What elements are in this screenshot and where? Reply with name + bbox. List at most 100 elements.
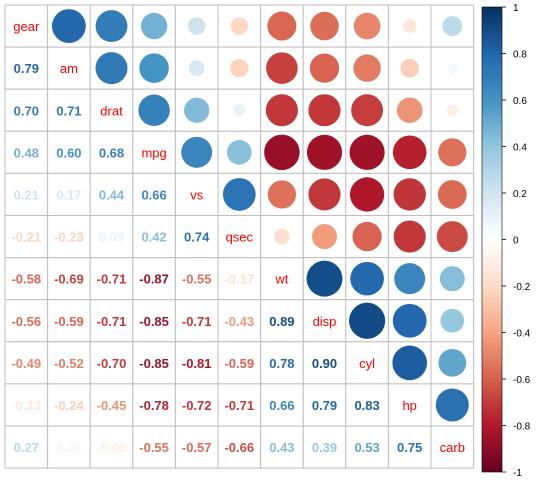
variable-label-mpg: mpg <box>141 145 166 160</box>
correlation-value: -0.72 <box>182 398 212 413</box>
grid-cell <box>217 130 262 174</box>
grid-cell <box>174 172 219 216</box>
correlation-value: -0.71 <box>182 314 212 329</box>
correlation-circle <box>265 94 298 127</box>
correlation-value: 0.21 <box>14 187 39 202</box>
correlation-circle <box>353 54 381 82</box>
correlation-circle <box>435 388 469 422</box>
correlation-value: -0.59 <box>224 356 254 371</box>
correlation-circle <box>184 97 210 123</box>
grid-cell <box>4 215 49 259</box>
correlation-circle <box>446 104 459 116</box>
grid-cell <box>47 172 91 216</box>
grid-cell <box>174 383 219 427</box>
grid-cell <box>302 299 347 343</box>
grid-cell <box>4 425 49 469</box>
correlation-value: 0.60 <box>56 145 81 160</box>
grid-cell <box>302 383 347 427</box>
grid-cell <box>345 425 389 469</box>
correlation-circle <box>402 19 417 33</box>
correlation-circle <box>187 17 206 35</box>
correlation-value: 0.71 <box>56 103 81 118</box>
correlation-value: -0.09 <box>97 440 127 455</box>
correlation-circle <box>437 180 467 209</box>
color-bar-tick-label: 0 <box>513 236 519 247</box>
correlation-value: -0.66 <box>224 440 254 455</box>
color-bar-tick-label: 0.2 <box>513 189 527 200</box>
grid-cell <box>260 257 304 301</box>
color-bar-tick-label: -0.4 <box>513 329 531 340</box>
correlation-value: 0.06 <box>56 440 81 455</box>
correlation-circle <box>308 178 341 211</box>
correlation-circle <box>392 135 427 170</box>
correlation-circle <box>353 12 381 40</box>
grid-cell <box>4 341 49 385</box>
color-bar-tick-label: -1 <box>513 468 522 479</box>
correlation-circle <box>438 138 467 167</box>
correlation-value: 0.27 <box>14 440 39 455</box>
correlation-value: -0.55 <box>139 440 169 455</box>
grid-cell <box>217 425 262 469</box>
correlation-value: 0.66 <box>141 187 166 202</box>
grid-cell <box>47 425 91 469</box>
correlation-circle <box>393 178 426 211</box>
correlation-value: 0.70 <box>14 103 39 118</box>
correlation-value: 0.53 <box>354 440 379 455</box>
color-bar <box>481 6 503 473</box>
grid-cell <box>345 383 389 427</box>
correlation-value: -0.85 <box>139 356 169 371</box>
correlation-value: 0.89 <box>269 314 294 329</box>
grid-cell <box>132 383 176 427</box>
grid-cell <box>260 341 304 385</box>
correlation-value: -0.71 <box>97 272 127 287</box>
correlation-value: 0.48 <box>14 145 39 160</box>
grid-cell <box>132 299 176 343</box>
correlation-value: -0.21 <box>11 230 41 245</box>
correlation-circle <box>188 60 205 77</box>
correlation-circle <box>436 221 468 253</box>
correlation-value: 0.83 <box>354 398 379 413</box>
grid-cell <box>302 341 347 385</box>
correlation-value: 0.74 <box>184 230 210 245</box>
correlation-circle <box>233 104 246 116</box>
color-bar-tick-label: 0.8 <box>513 50 527 61</box>
correlation-circle <box>392 345 428 381</box>
grid-cell <box>430 425 475 469</box>
correlation-value: -0.71 <box>224 398 254 413</box>
grid-cell <box>217 257 262 301</box>
correlation-value: 0.39 <box>312 440 337 455</box>
grid-cell <box>132 215 176 259</box>
correlation-value: -0.17 <box>224 272 254 287</box>
correlation-value: 0.42 <box>141 230 166 245</box>
grid-cell <box>4 46 49 90</box>
correlation-value: 0.09 <box>99 230 124 245</box>
correlation-value: 0.78 <box>269 356 294 371</box>
variable-label-hp: hp <box>402 398 416 413</box>
correlation-value: 0.75 <box>397 440 422 455</box>
correlation-circle <box>352 221 382 252</box>
correlation-value: -0.55 <box>182 272 212 287</box>
correlation-circle <box>306 134 343 170</box>
grid-cell <box>132 257 176 301</box>
correlation-circle <box>349 177 385 212</box>
color-bar-tick-label: 0.4 <box>513 143 527 154</box>
variable-label-qsec: qsec <box>226 230 254 245</box>
color-bar-tick-label: 0.6 <box>513 96 527 107</box>
correlation-circle <box>226 140 252 165</box>
grid-cell <box>47 257 91 301</box>
variable-label-am: am <box>60 61 78 76</box>
grid-cell <box>4 299 49 343</box>
correlation-circle <box>394 263 426 295</box>
correlation-value: -0.45 <box>97 398 127 413</box>
correlation-circle <box>140 12 168 40</box>
correlation-value: 0.66 <box>269 398 294 413</box>
correlation-value: -0.81 <box>182 356 212 371</box>
correlation-value: -0.23 <box>54 230 84 245</box>
correlation-circle <box>349 134 385 170</box>
variable-label-drat: drat <box>100 103 123 118</box>
correlation-circle <box>51 9 86 43</box>
correlation-value: -0.56 <box>11 314 41 329</box>
correlation-value: -0.70 <box>97 356 127 371</box>
grid-cell <box>217 299 262 343</box>
